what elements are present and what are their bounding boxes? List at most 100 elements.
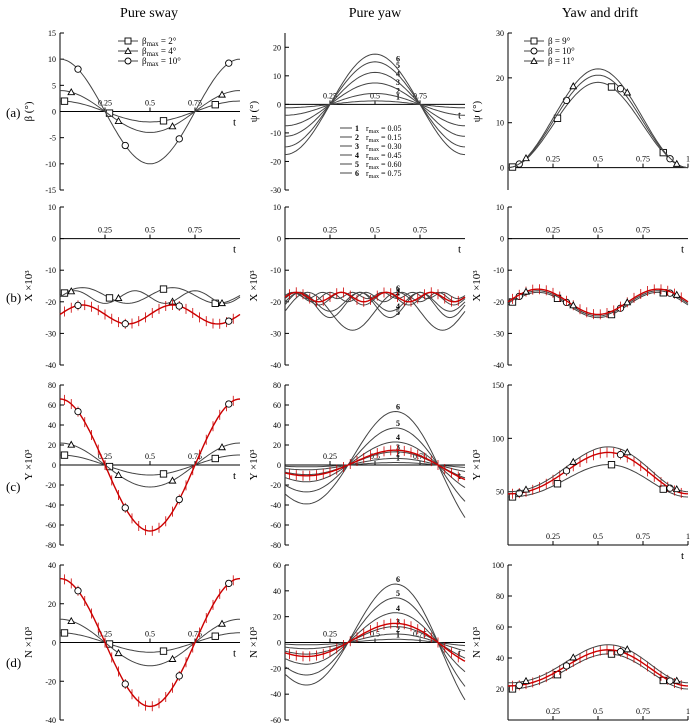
x-axis-label: t [681,244,684,256]
x-tick-label: 0.75 [413,91,427,100]
data-marker [60,97,69,105]
series-number-label: 5 [396,589,400,598]
row-label-d: (d) [6,655,21,670]
data-marker [672,159,681,167]
y-tick-label: -30 [493,329,504,338]
series-line-2 [284,457,466,472]
legend-marker-triangle [124,47,132,54]
data-marker [553,480,562,488]
x-tick-label: 0.75 [188,630,202,639]
y-tick-label: -20 [493,298,504,307]
series-line-6 [284,291,466,331]
y-tick-label: -10 [45,160,56,169]
series-line-1 [284,462,466,468]
x-tick-label: 0.5 [593,532,603,541]
series-number-label: 5 [396,308,400,317]
data-marker [175,135,183,143]
data-marker [175,672,183,680]
y-tick-label: 20 [273,441,281,450]
x-tick-label: 0.5 [593,155,603,164]
legend-marker-circle [530,47,538,55]
data-marker [607,461,616,469]
y-tick-label: 0 [500,164,504,173]
series-line-circle [508,649,689,687]
x-tick-label: 0.75 [413,226,427,235]
series-line-6 [284,410,466,518]
data-marker [569,82,578,90]
series-line-square [507,291,689,319]
series-line-triangle [507,68,689,169]
data-marker [607,650,616,658]
legend-marker-square [124,37,132,45]
data-marker [175,495,183,504]
series-line-red [284,449,466,481]
data-marker [218,619,226,627]
legend-pure-yaw: 1 rmax = 0.05 2 rmax = 0.15 3 rmax = 0.30 4 rma… [340,124,402,180]
series-line-circle [507,74,689,169]
column-titles: Pure sway Pure yaw Yaw and drift [120,6,638,21]
series-line-1 [284,638,466,647]
x-tick-label: 1 [686,707,690,716]
data-marker [175,302,183,310]
x-tick-label: 0.5 [593,707,603,716]
legend-label-yaw: rmax = 0.30 [366,142,402,153]
legend-label-yaw: rmax = 0.05 [366,124,402,135]
series-number-label: 5 [396,61,400,70]
data-marker [74,407,82,416]
data-marker [67,88,76,96]
column-title-sway: Pure sway [120,6,178,21]
y-tick-label: 10 [48,203,56,212]
series-number-label: 4 [396,433,400,442]
x-tick-label: 0.75 [636,707,650,716]
data-marker [211,101,219,109]
series-line-triangle [508,644,689,684]
y-axis-label: Y ×10³ [248,449,260,480]
series-line-5 [284,291,466,319]
x-tick-label: 0.5 [370,226,380,235]
y-tick-label: -10 [45,266,56,275]
x-tick-label: 1 [686,532,690,541]
data-marker [159,117,168,125]
y-tick-label: 0 [52,235,56,244]
x-tick-label: 0.25 [323,226,337,235]
y-tick-label: -10 [493,266,504,275]
series-number-label: 6 [396,284,400,293]
x-tick-label: 0.5 [145,99,155,108]
x-tick-label: 0.75 [636,155,650,164]
series-line-4 [284,612,466,673]
data-marker [114,648,123,657]
data-marker [168,654,177,662]
data-marker [67,440,76,448]
series-line-square [60,632,240,653]
x-tick-label: 0.75 [188,99,202,108]
y-tick-label: 0 [277,639,281,648]
data-marker [121,504,129,512]
data-marker [569,457,578,465]
legend-label-yaw: rmax = 0.45 [366,151,402,162]
y-tick-label: 40 [273,587,281,596]
x-tick-label: 0.5 [370,91,380,100]
y-tick-label: -20 [45,298,56,307]
data-marker [74,587,82,595]
data-marker [168,122,177,130]
series-number-label: 2 [396,449,400,458]
series-line-5 [284,597,466,687]
x-tick-label: 0.5 [145,226,155,235]
panel-c-drift: 50 100 150 0.25 0.5 0.75 1t Y ×10³ [471,381,690,562]
data-marker [218,443,226,451]
legend-label-yaw: rmax = 0.15 [366,133,402,144]
y-tick-label: 10 [48,55,56,64]
series-line-5 [284,427,466,502]
series-line-triangle [60,90,240,133]
y-tick-label: 80 [496,592,504,601]
series-number-label: 4 [396,302,400,311]
x-axis-label: t [233,470,236,482]
series-line-square [59,100,241,123]
series-line-2 [285,93,465,116]
series-number-label: 5 [396,419,400,428]
series-number-label: 6 [396,403,400,412]
data-marker [159,647,168,655]
data-marker [623,645,632,653]
legend-label-sway: βmax = 10° [142,56,181,68]
series-line-triangle [507,446,689,493]
